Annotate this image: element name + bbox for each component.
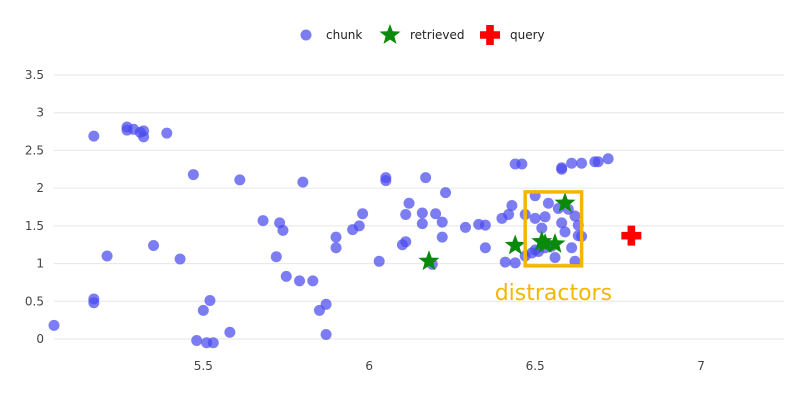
chunk-point (436, 231, 448, 243)
retrieved-point (534, 233, 556, 253)
chunk-point (357, 208, 369, 220)
chunk-point (138, 125, 150, 137)
chunk-point (148, 239, 160, 251)
chunk-point (539, 211, 551, 223)
chunk-point (320, 298, 332, 310)
chunk-point (529, 212, 541, 224)
chunk-point (88, 297, 100, 309)
retrieved-point (554, 192, 576, 213)
x-tick-label: 6 (365, 359, 373, 373)
distractors-highlight-box (523, 190, 584, 268)
grid-lines (54, 74, 784, 340)
chunk-point (280, 270, 292, 282)
chunk-point (430, 208, 442, 220)
chunk-point (48, 319, 60, 331)
x-tick-label: 7 (697, 359, 705, 373)
retrieved-point (504, 234, 526, 255)
chunk-point (509, 257, 521, 269)
chunk-point (479, 242, 491, 254)
y-tick-label: 2 (36, 181, 44, 195)
chunk-point (88, 130, 100, 142)
chunk-point (559, 226, 571, 238)
chunk-point (436, 216, 448, 228)
y-tick-label: 1.5 (25, 219, 44, 233)
chunk-point (234, 174, 246, 186)
chunk-point (556, 162, 568, 174)
chunk-point (294, 275, 306, 287)
chunk-point (420, 172, 432, 184)
chunk-point (602, 153, 614, 165)
chunk-point (297, 176, 309, 188)
x-tick-label: 6.5 (526, 359, 545, 373)
y-tick-label: 3 (36, 106, 44, 120)
chunk-point (459, 221, 471, 233)
chunk-point (353, 220, 365, 232)
chunk-point (576, 157, 588, 169)
retrieved-point (544, 233, 566, 253)
legend-query-label: query (510, 28, 545, 42)
chunk-point (542, 197, 554, 209)
chunk-point (270, 251, 282, 263)
chunk-point (416, 218, 428, 230)
chunk-point (506, 199, 518, 211)
annotation-layer: distractors (495, 190, 612, 306)
chunk-point (207, 337, 219, 349)
chunk-point (330, 242, 342, 254)
y-tick-label: 0 (36, 332, 44, 346)
chunk-point (569, 210, 581, 222)
chunk-point (257, 215, 269, 227)
chunk-point (307, 275, 319, 287)
chunk-point (516, 158, 528, 170)
distractors-label: distractors (495, 281, 612, 306)
chunk-point (503, 209, 515, 221)
y-tick-label: 0.5 (25, 294, 44, 308)
legend-chunk-marker (300, 29, 312, 41)
query-point (621, 225, 642, 246)
chunk-point (204, 295, 216, 307)
chunk-point (187, 169, 199, 181)
chunk-point (277, 224, 289, 236)
legend-retrieved-label: retrieved (410, 28, 465, 42)
chunk-point (592, 156, 604, 168)
chunk-point (403, 197, 415, 209)
chunk-point (400, 236, 412, 248)
y-tick-label: 1 (36, 257, 44, 271)
chunk-point (499, 256, 511, 268)
chunk-point (566, 157, 578, 169)
retrieved-point (418, 250, 440, 271)
chunk-point (440, 187, 452, 199)
chunk-point (191, 335, 203, 347)
legend-query-marker (480, 25, 500, 45)
chunk-point (197, 304, 209, 316)
chunk-point (320, 328, 332, 340)
chunk-point (330, 231, 342, 243)
x-tick-label: 5.5 (194, 359, 213, 373)
chunk-point (224, 326, 236, 338)
chunk-point (479, 219, 491, 231)
chunk-point (101, 250, 113, 262)
y-tick-label: 3.5 (25, 68, 44, 82)
chunk-point (556, 217, 568, 229)
chunk-point (161, 127, 173, 139)
x-axis-ticks: 5.5 6 6.5 7 (194, 359, 705, 373)
chunk-point (569, 255, 581, 267)
legend-retrieved-marker (379, 24, 401, 44)
chunk-point (566, 242, 578, 254)
y-axis-ticks: 0 0.5 1 1.5 2 2.5 3 3.5 (25, 68, 44, 346)
chunk-point (380, 175, 392, 187)
chunk-point (400, 209, 412, 221)
legend-chunk-label: chunk (326, 28, 362, 42)
chunk-point (174, 253, 186, 265)
data-points (48, 121, 642, 349)
chunk-point (416, 207, 428, 219)
chunk-point (373, 255, 385, 267)
chunk-point (549, 252, 561, 264)
y-tick-label: 2.5 (25, 143, 44, 157)
chunk-point (536, 222, 548, 234)
legend: chunk retrieved query (300, 24, 545, 45)
